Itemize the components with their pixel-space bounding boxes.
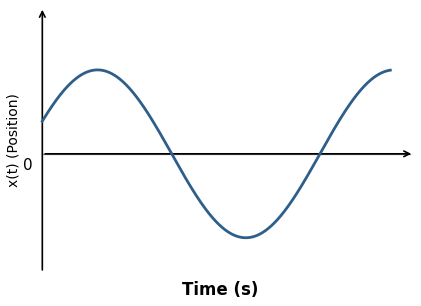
Y-axis label: x(t) (Position): x(t) (Position) [7, 93, 21, 187]
X-axis label: Time (s): Time (s) [182, 281, 258, 299]
Text: 0: 0 [23, 158, 32, 173]
